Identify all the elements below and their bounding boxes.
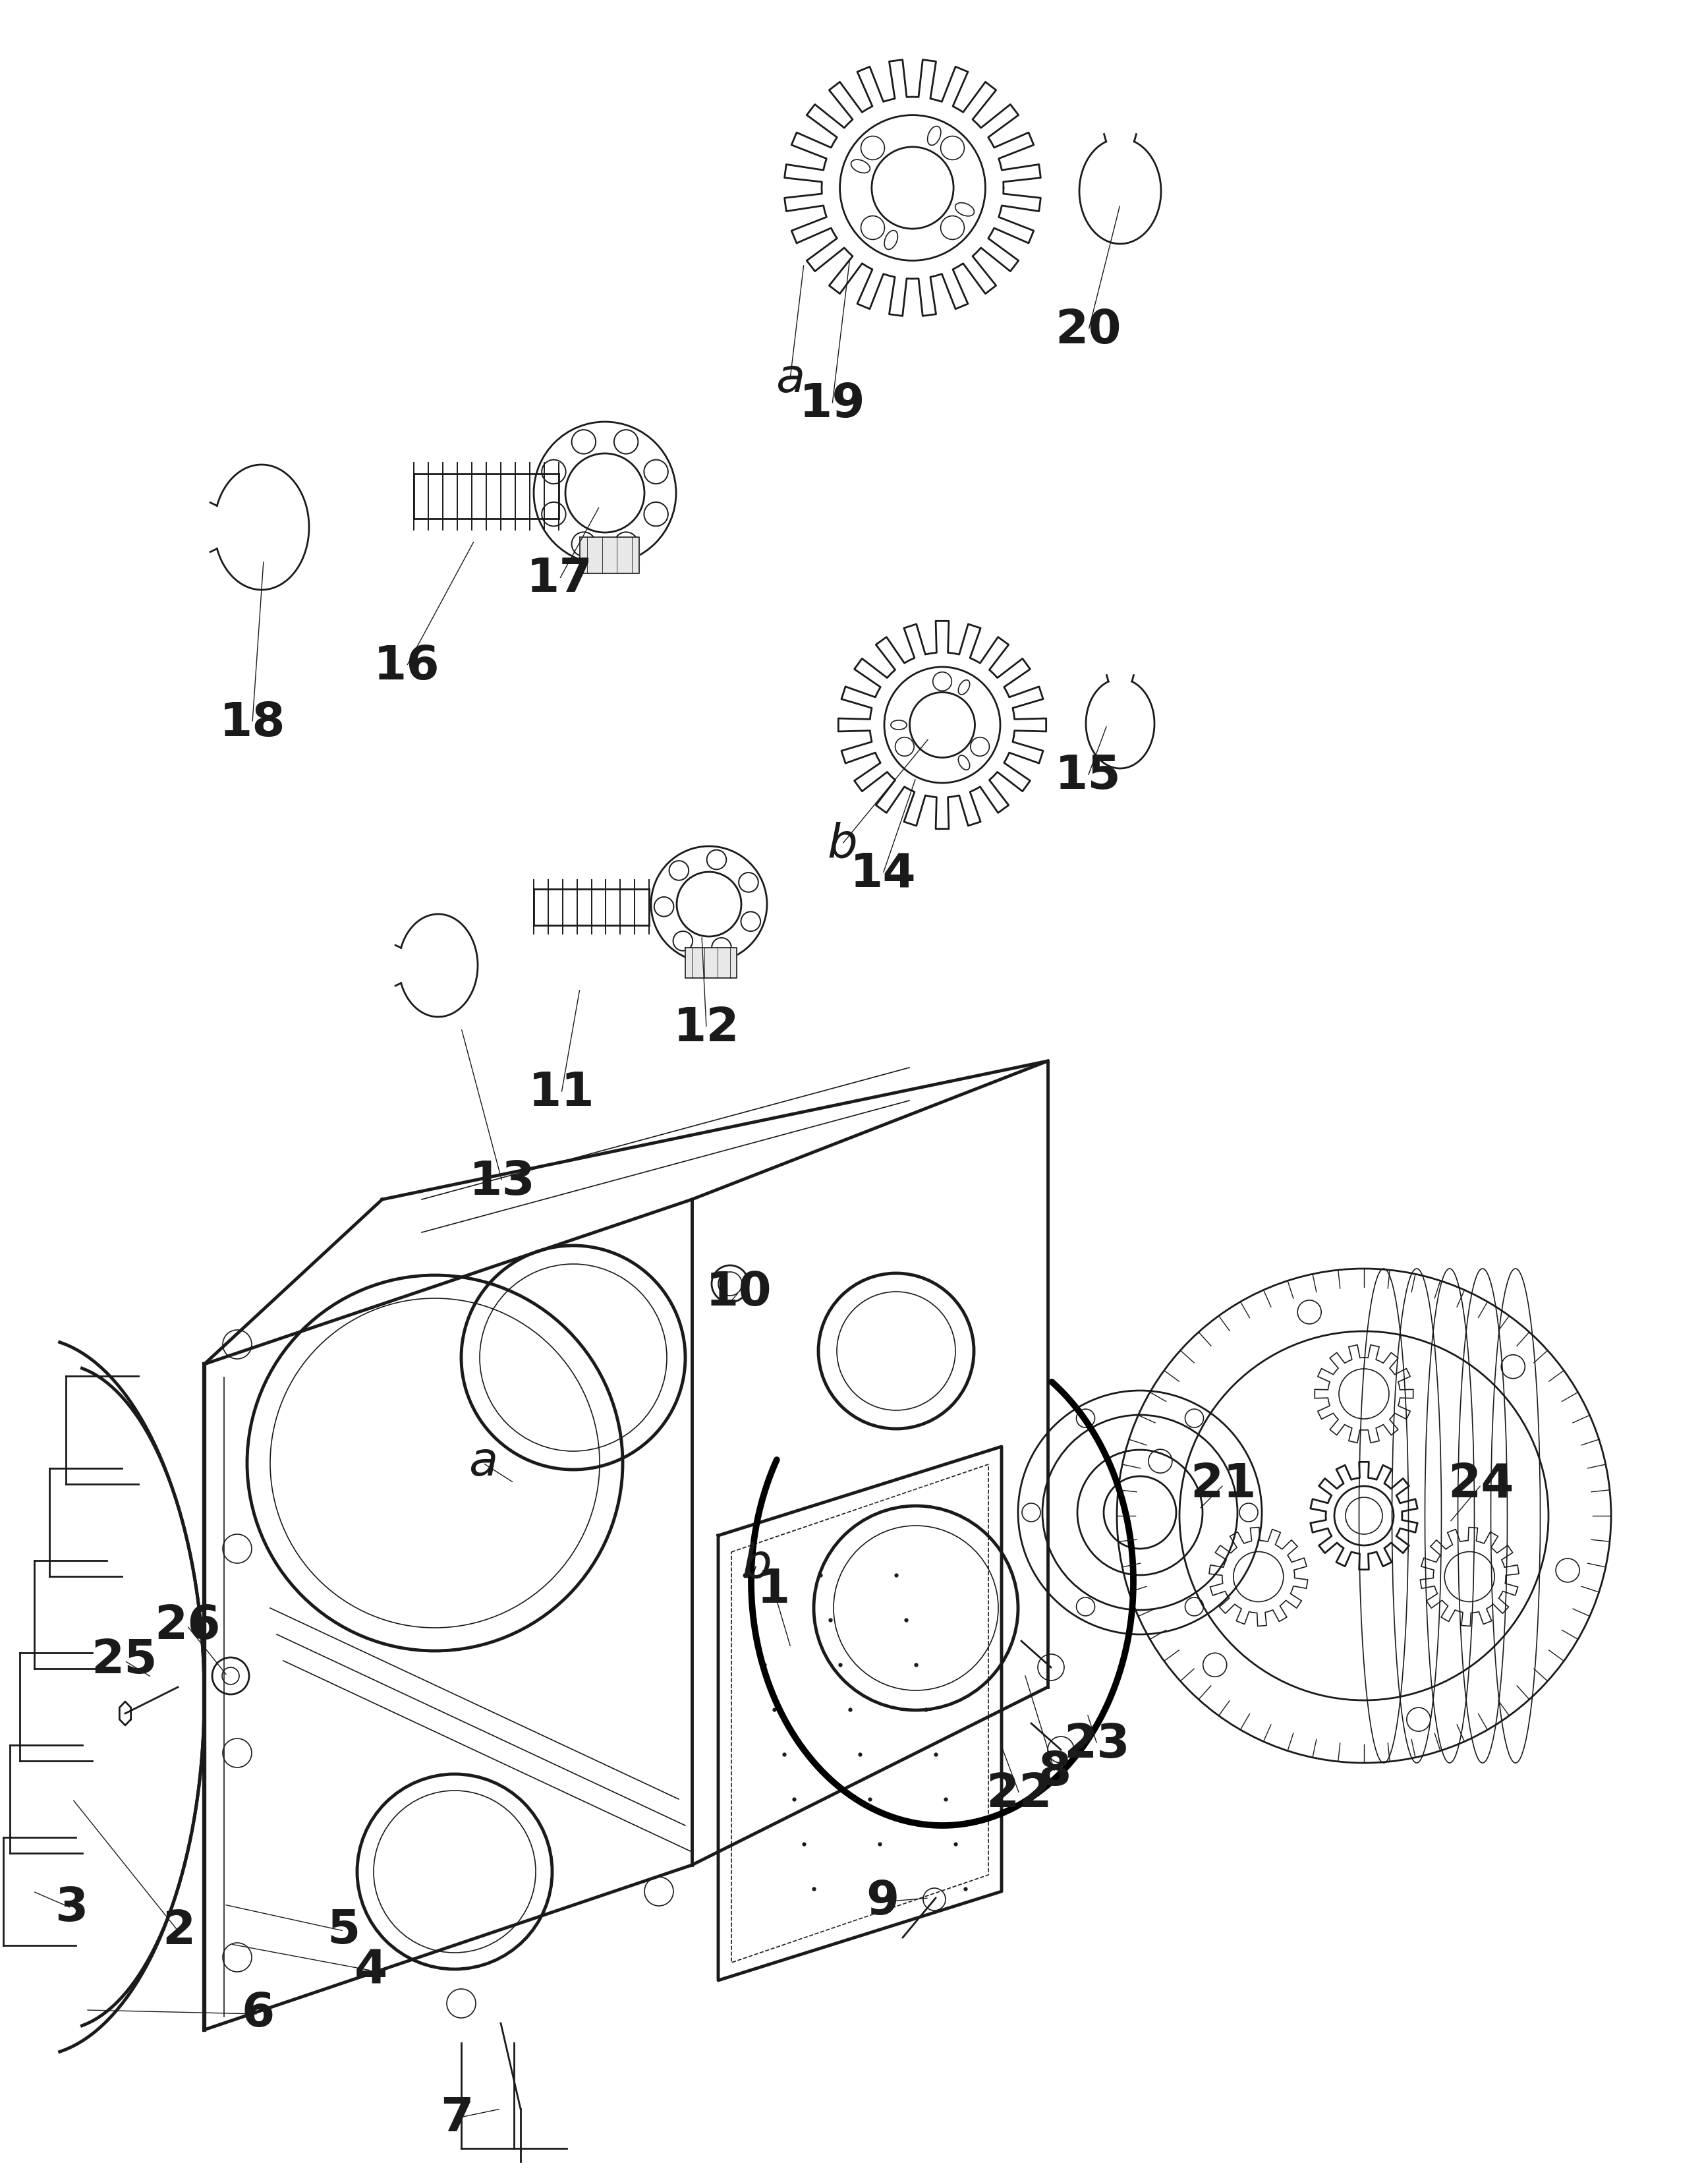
Text: 6: 6	[242, 1992, 274, 2038]
Text: 7: 7	[441, 2094, 473, 2140]
Text: 22: 22	[985, 1771, 1052, 1817]
Text: 8: 8	[1038, 1749, 1072, 1795]
Text: 11: 11	[528, 1070, 594, 1116]
Text: 24: 24	[1448, 1461, 1515, 1507]
Text: 20: 20	[1055, 308, 1122, 354]
Polygon shape	[580, 537, 640, 574]
Text: b: b	[742, 1542, 771, 1588]
Text: 21: 21	[1190, 1461, 1256, 1507]
Text: 13: 13	[470, 1160, 536, 1203]
Text: 12: 12	[674, 1005, 739, 1051]
Text: 14: 14	[849, 852, 916, 898]
Text: 2: 2	[162, 1909, 196, 1955]
Text: 5: 5	[327, 1909, 361, 1955]
Polygon shape	[686, 948, 737, 978]
Text: 4: 4	[354, 1948, 388, 1994]
Text: 19: 19	[798, 382, 865, 428]
Text: 23: 23	[1064, 1721, 1130, 1767]
Text: a: a	[468, 1439, 497, 1485]
Text: 15: 15	[1055, 753, 1122, 799]
Text: 25: 25	[92, 1638, 158, 1684]
Text: 26: 26	[153, 1603, 220, 1649]
Text: 1: 1	[757, 1566, 790, 1612]
Text: 16: 16	[373, 644, 439, 688]
Text: b: b	[827, 821, 858, 867]
Text: a: a	[776, 356, 805, 402]
Text: 10: 10	[705, 1269, 771, 1315]
Text: 3: 3	[54, 1885, 89, 1931]
Text: 17: 17	[526, 557, 592, 603]
Text: 18: 18	[220, 701, 286, 745]
Text: 9: 9	[866, 1878, 899, 1924]
